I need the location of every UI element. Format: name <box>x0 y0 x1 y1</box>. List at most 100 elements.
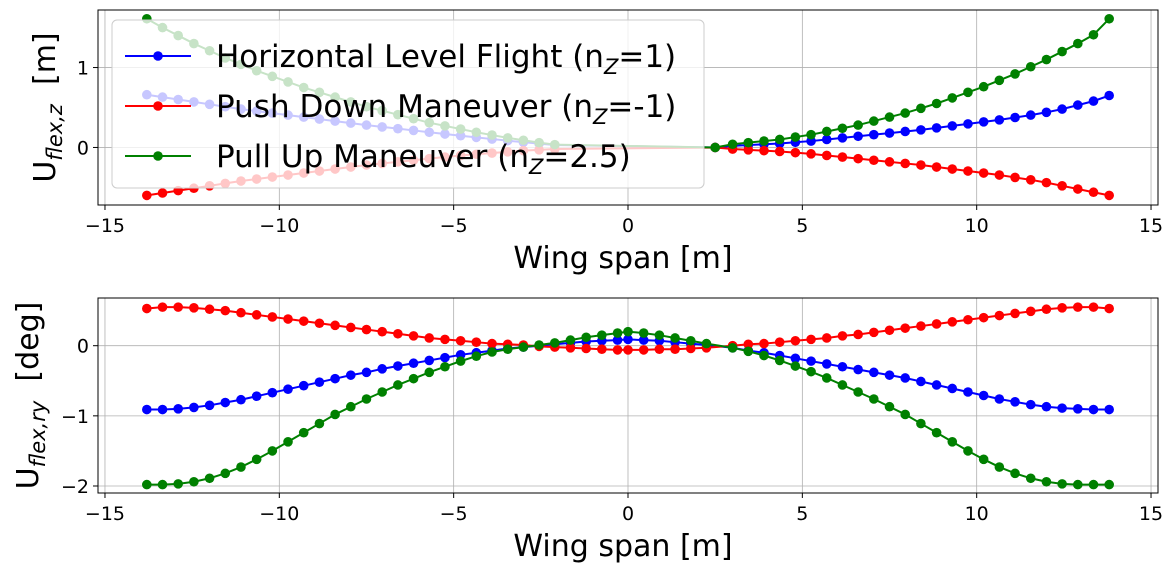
data-point <box>1041 54 1052 65</box>
data-point <box>455 356 466 366</box>
data-point <box>298 427 309 438</box>
data-point <box>900 126 911 137</box>
data-point <box>869 367 879 378</box>
data-point <box>821 126 832 137</box>
data-point <box>916 418 926 429</box>
data-point <box>963 314 973 325</box>
data-point <box>710 142 720 153</box>
data-point <box>440 352 450 363</box>
legend-entry: Push Down Maneuver (nZ=-1) <box>125 89 676 129</box>
data-point <box>440 334 450 345</box>
data-point <box>869 327 879 338</box>
data-point <box>759 145 769 156</box>
data-point <box>994 310 1005 321</box>
data-point <box>612 345 623 355</box>
data-point <box>884 112 895 122</box>
data-point <box>931 162 942 172</box>
data-point <box>931 427 942 438</box>
data-point <box>314 318 325 329</box>
data-point <box>298 380 309 391</box>
x-tick-label: 10 <box>965 503 989 525</box>
data-point <box>267 387 278 398</box>
data-point <box>806 129 816 140</box>
subplot-1: −15 −10 −5 0 5 10 15 0 1 Wing span [m] Uflex,z [m]… <box>28 9 1163 276</box>
y-axis-label-subscript: flex,ry <box>26 400 50 467</box>
y-tick-label: 0 <box>77 336 89 358</box>
data-point <box>638 328 649 338</box>
data-point <box>916 321 926 331</box>
data-point <box>549 338 560 348</box>
data-point <box>884 157 895 167</box>
data-point <box>1025 306 1036 317</box>
data-point <box>806 334 816 345</box>
legend-label-text: Horizontal Level Flight (n <box>216 39 604 75</box>
data-point <box>502 344 513 355</box>
data-point <box>283 436 293 447</box>
data-point <box>743 339 754 350</box>
data-point <box>947 317 958 327</box>
legend-label: Horizontal Level Flight (nZ=1) <box>216 39 676 79</box>
legend-label-text: Pull Up Maneuver (n <box>216 139 529 175</box>
data-point <box>853 131 863 142</box>
x-tick-label: 0 <box>622 503 634 525</box>
x-tick-label: −15 <box>85 215 125 237</box>
data-point <box>142 190 152 201</box>
data-point <box>236 307 246 318</box>
data-point <box>759 136 769 146</box>
data-point <box>947 383 958 394</box>
data-point <box>727 139 738 150</box>
data-point <box>623 326 633 337</box>
data-point <box>978 81 989 92</box>
data-point <box>963 387 973 397</box>
data-point <box>931 319 942 329</box>
x-axis-label: Wing span [m] <box>513 529 732 564</box>
data-point <box>283 384 293 394</box>
data-point <box>837 361 848 372</box>
data-point <box>1041 304 1052 315</box>
data-point <box>790 353 801 364</box>
data-point <box>774 134 785 145</box>
data-point <box>1104 190 1114 201</box>
data-point <box>1010 112 1020 123</box>
data-point <box>424 333 435 343</box>
grid-lines <box>98 298 1158 493</box>
data-point <box>251 454 262 465</box>
data-point <box>978 312 989 323</box>
data-point <box>790 147 801 158</box>
data-point <box>806 356 816 366</box>
data-point <box>638 345 649 355</box>
data-point <box>204 400 215 411</box>
data-point <box>1073 100 1083 110</box>
legend-label-tail: =2.5) <box>543 139 630 175</box>
data-point <box>654 344 665 355</box>
data-point <box>916 103 926 114</box>
x-tick-label: 5 <box>796 215 808 237</box>
y-axis-label: Uflex,ry [deg] <box>11 302 50 490</box>
data-point <box>790 132 801 142</box>
y-tick-label: −2 <box>61 476 89 498</box>
data-point <box>1073 302 1083 312</box>
data-point <box>837 123 848 134</box>
data-point <box>1041 401 1052 412</box>
data-point <box>377 387 387 397</box>
data-point <box>1057 46 1067 57</box>
data-point <box>1025 110 1036 120</box>
x-tick-label: 5 <box>796 503 808 525</box>
y-tick-label: 0 <box>77 137 89 159</box>
data-point <box>947 121 958 131</box>
data-point <box>1088 302 1099 312</box>
data-point <box>1057 303 1067 313</box>
data-point <box>487 338 497 349</box>
data-point <box>393 328 403 339</box>
data-point <box>821 134 832 145</box>
data-point <box>743 137 754 148</box>
data-point <box>345 370 356 380</box>
data-point <box>142 303 152 314</box>
data-point <box>806 366 816 377</box>
data-point <box>204 304 215 315</box>
data-point <box>142 479 152 490</box>
data-point <box>884 128 895 138</box>
data-point <box>790 335 801 346</box>
data-point <box>1010 308 1020 319</box>
data-point <box>900 409 911 420</box>
